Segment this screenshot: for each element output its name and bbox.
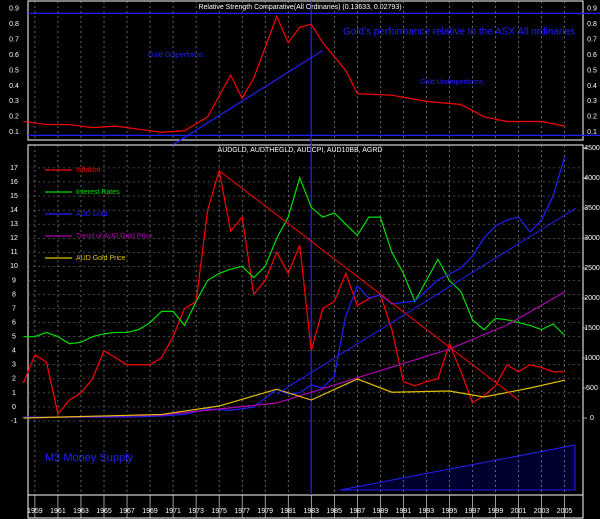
y-tick-label: -1 bbox=[11, 418, 17, 425]
annotation: Gold Underperforms bbox=[420, 79, 484, 86]
y-tick-label: 14 bbox=[10, 207, 18, 214]
y-tick-label: 0 bbox=[12, 404, 16, 411]
y-tick-label: 11 bbox=[10, 249, 17, 256]
annotation: Gold's performance relative to the ASX A… bbox=[343, 27, 575, 38]
legend-label: Interest Rates bbox=[76, 189, 120, 196]
y-tick-label: 16 bbox=[10, 179, 18, 186]
annotation: Gold Outperforms bbox=[148, 52, 204, 59]
annotation: M3 Money Supply bbox=[45, 452, 134, 464]
y-tick-label: 0.2 bbox=[9, 114, 19, 121]
y-tick-label: 0.7 bbox=[9, 36, 19, 43]
y2-tick-label: 4000 bbox=[584, 175, 600, 182]
series-line bbox=[23, 156, 566, 418]
y-tick-label: 0.4 bbox=[587, 83, 597, 90]
x-tick-label: 1977 bbox=[234, 508, 250, 515]
legend-label: Inflation bbox=[76, 167, 101, 174]
x-tick-label: 1995 bbox=[442, 508, 458, 515]
legend-label: AUD Gold Price bbox=[76, 255, 126, 262]
trend-line bbox=[218, 170, 519, 401]
y-tick-label: 0.5 bbox=[587, 67, 597, 74]
x-tick-label: 1963 bbox=[73, 508, 89, 515]
y-tick-label: 2 bbox=[12, 376, 16, 383]
y2-tick-label: 1000 bbox=[584, 355, 600, 362]
series-line bbox=[23, 291, 565, 419]
y-tick-label: 0.1 bbox=[9, 129, 19, 136]
legend-label: AUD Gold bbox=[76, 211, 108, 218]
series-line bbox=[23, 378, 565, 419]
y-tick-label: 3 bbox=[12, 362, 16, 369]
y-tick-label: 0.3 bbox=[9, 98, 19, 105]
y-tick-label: 0.5 bbox=[9, 67, 19, 74]
y-tick-label: 0.6 bbox=[9, 52, 19, 59]
trend-line bbox=[276, 207, 577, 395]
bottom-title: AUDGLD, AUDTHEGLD, AUDCPI, AUD10BB, AGRD bbox=[218, 147, 383, 154]
y-tick-label: 1 bbox=[12, 390, 16, 397]
x-tick-label: 1959 bbox=[27, 508, 43, 515]
x-tick-label: 1971 bbox=[165, 508, 181, 515]
x-tick-label: 1987 bbox=[350, 508, 366, 515]
top-frame bbox=[27, 0, 584, 141]
y-tick-label: 0.3 bbox=[587, 98, 597, 105]
x-tick-label: 2001 bbox=[511, 508, 527, 515]
y-tick-label: 4 bbox=[12, 348, 16, 355]
y-tick-label: 15 bbox=[10, 193, 18, 200]
m3-hatch bbox=[339, 444, 576, 491]
x-tick-label: 1993 bbox=[419, 508, 435, 515]
y-tick-label: 0.9 bbox=[9, 6, 19, 13]
y2-tick-label: 3500 bbox=[584, 205, 600, 212]
y-tick-label: 0.6 bbox=[587, 52, 597, 59]
y-tick-label: 0.8 bbox=[587, 21, 597, 28]
x-tick-label: 1999 bbox=[488, 508, 504, 515]
x-tick-label: 1979 bbox=[257, 508, 273, 515]
y-tick-label: 10 bbox=[10, 263, 18, 270]
y-tick-label: 0.7 bbox=[587, 36, 597, 43]
y-tick-label: 0.4 bbox=[9, 83, 19, 90]
top-title: Relative Strength Comparative(All Ordina… bbox=[198, 4, 401, 11]
y-tick-label: 0.9 bbox=[587, 6, 597, 13]
y-tick-label: 0.2 bbox=[587, 114, 597, 121]
y-tick-label: 8 bbox=[12, 291, 16, 298]
y2-tick-label: 1500 bbox=[584, 325, 600, 332]
y-tick-label: 17 bbox=[10, 165, 18, 172]
x-tick-label: 2005 bbox=[557, 508, 573, 515]
y2-tick-label: 2500 bbox=[584, 265, 600, 272]
x-tick-label: 1997 bbox=[465, 508, 481, 515]
x-tick-label: 1967 bbox=[119, 508, 135, 515]
y2-tick-label: 500 bbox=[586, 385, 598, 392]
series-line bbox=[22, 170, 565, 416]
x-axis-frame bbox=[27, 494, 584, 519]
series-line bbox=[172, 49, 324, 146]
x-tick-label: 1969 bbox=[142, 508, 158, 515]
x-tick-label: 1975 bbox=[211, 508, 227, 515]
y-tick-label: 12 bbox=[10, 235, 18, 242]
x-tick-label: 1985 bbox=[326, 508, 342, 515]
y-tick-label: 0.8 bbox=[9, 21, 19, 28]
x-tick-label: 2003 bbox=[534, 508, 550, 515]
y2-tick-label: 4500 bbox=[584, 145, 600, 152]
y2-tick-label: 2000 bbox=[584, 295, 600, 302]
y-tick-label: 5 bbox=[12, 334, 16, 341]
y-tick-label: 6 bbox=[12, 319, 16, 326]
y-tick-label: 7 bbox=[12, 305, 16, 312]
y-tick-label: 13 bbox=[10, 221, 18, 228]
x-tick-label: 1981 bbox=[280, 508, 296, 515]
y-tick-label: 0.1 bbox=[587, 129, 597, 136]
y2-tick-label: 0 bbox=[590, 415, 594, 422]
y-tick-label: 9 bbox=[12, 277, 16, 284]
x-tick-label: 1965 bbox=[96, 508, 112, 515]
x-tick-label: 1991 bbox=[396, 508, 412, 515]
series-line bbox=[23, 175, 565, 345]
x-tick-label: 1961 bbox=[50, 508, 66, 515]
x-tick-label: 1983 bbox=[303, 508, 319, 515]
legend-label: Trend of AUD Gold Price bbox=[76, 233, 153, 240]
y2-tick-label: 3000 bbox=[584, 235, 600, 242]
x-tick-label: 1973 bbox=[188, 508, 204, 515]
x-tick-label: 1989 bbox=[373, 508, 389, 515]
series-line bbox=[23, 14, 565, 133]
